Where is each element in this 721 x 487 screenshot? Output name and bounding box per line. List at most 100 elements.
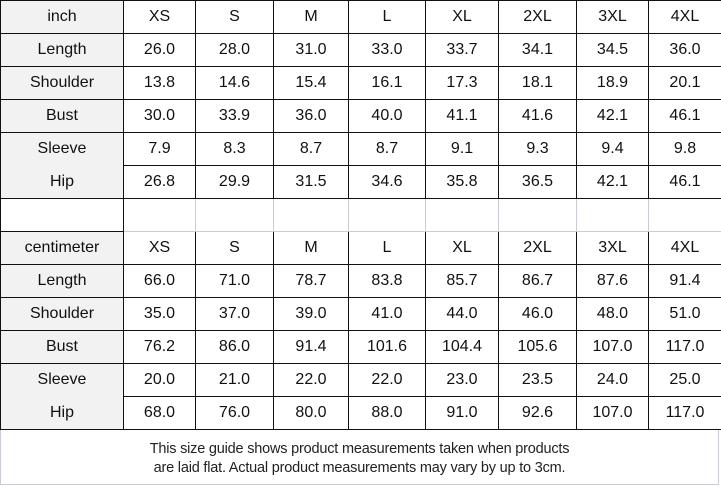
measurement-cell: 36.5 — [498, 165, 577, 199]
measurement-cell: 88.0 — [348, 396, 426, 430]
measurement-cell: 29.9 — [195, 165, 274, 199]
measurement-cell: 46.1 — [648, 165, 721, 199]
measurement-cell: 8.7 — [348, 132, 426, 166]
measurement-cell: 41.1 — [425, 99, 499, 133]
measurement-cell: 86.0 — [195, 330, 274, 364]
measurement-cell: 86.7 — [498, 264, 577, 298]
table-row: Length 26.0 28.0 31.0 33.0 33.7 34.1 34.5 36.0 — [0, 33, 721, 67]
empty-cell — [0, 198, 124, 232]
measurement-cell: 107.0 — [576, 330, 649, 364]
measurement-cell: 39.0 — [273, 297, 349, 331]
size-header-l: L — [348, 231, 426, 265]
measurement-cell: 41.6 — [498, 99, 577, 133]
empty-cell — [425, 198, 499, 232]
row-label-length: Length — [0, 33, 124, 67]
measurement-cell: 7.9 — [123, 132, 196, 166]
size-header-xs: XS — [123, 0, 196, 34]
measurement-cell: 20.0 — [123, 363, 196, 397]
note-line-2: are laid flat. Actual product measuremen… — [153, 460, 566, 476]
measurement-cell: 8.3 — [195, 132, 274, 166]
size-header-2xl: 2XL — [498, 231, 577, 265]
size-header-l: L — [348, 0, 426, 34]
measurement-cell: 33.0 — [348, 33, 426, 67]
size-header-s: S — [195, 231, 274, 265]
size-header-xs: XS — [123, 231, 196, 265]
measurement-cell: 13.8 — [123, 66, 196, 100]
row-label-length: Length — [0, 264, 124, 298]
measurement-cell: 15.4 — [273, 66, 349, 100]
spacer-row — [0, 198, 721, 232]
size-header-4xl: 4XL — [648, 0, 721, 34]
size-header-m: M — [273, 231, 349, 265]
measurement-cell: 18.9 — [576, 66, 649, 100]
measurement-cell: 91.4 — [648, 264, 721, 298]
measurement-cell: 80.0 — [273, 396, 349, 430]
measurement-cell: 26.0 — [123, 33, 196, 67]
measurement-cell: 9.8 — [648, 132, 721, 166]
measurement-cell: 42.1 — [576, 165, 649, 199]
measurement-cell: 18.1 — [498, 66, 577, 100]
measurement-cell: 46.1 — [648, 99, 721, 133]
measurement-cell: 35.8 — [425, 165, 499, 199]
table-row: Sleeve 20.0 21.0 22.0 22.0 23.0 23.5 24.0 25.0 — [0, 363, 721, 397]
row-label-hip: Hip — [0, 165, 124, 199]
measurement-cell: 20.1 — [648, 66, 721, 100]
size-guide-note: This size guide shows product measuremen… — [0, 430, 719, 485]
measurement-cell: 34.5 — [576, 33, 649, 67]
measurement-cell: 9.3 — [498, 132, 577, 166]
table-row: Bust 30.0 33.9 36.0 40.0 41.1 41.6 42.1 46.1 — [0, 99, 721, 133]
row-label-sleeve: Sleeve — [0, 363, 124, 397]
measurement-cell: 51.0 — [648, 297, 721, 331]
measurement-cell: 33.7 — [425, 33, 499, 67]
measurement-cell: 117.0 — [648, 330, 721, 364]
measurement-cell: 107.0 — [576, 396, 649, 430]
row-label-hip: Hip — [0, 396, 124, 430]
measurement-cell: 35.0 — [123, 297, 196, 331]
measurement-cell: 104.4 — [425, 330, 499, 364]
measurement-cell: 16.1 — [348, 66, 426, 100]
size-chart-table: inch XS S M L XL 2XL 3XL 4XL Length 26.0 28.0 31.0 33… — [0, 0, 721, 430]
measurement-cell: 31.0 — [273, 33, 349, 67]
size-header-3xl: 3XL — [576, 0, 649, 34]
measurement-cell: 28.0 — [195, 33, 274, 67]
measurement-cell: 9.1 — [425, 132, 499, 166]
measurement-cell: 33.9 — [195, 99, 274, 133]
size-header-4xl: 4XL — [648, 231, 721, 265]
measurement-cell: 30.0 — [123, 99, 196, 133]
measurement-cell: 21.0 — [195, 363, 274, 397]
measurement-cell: 36.0 — [273, 99, 349, 133]
measurement-cell: 71.0 — [195, 264, 274, 298]
empty-cell — [498, 198, 577, 232]
measurement-cell: 92.6 — [498, 396, 577, 430]
size-header-xl: XL — [425, 0, 499, 34]
row-label-bust: Bust — [0, 99, 124, 133]
measurement-cell: 76.0 — [195, 396, 274, 430]
measurement-cell: 44.0 — [425, 297, 499, 331]
measurement-cell: 23.0 — [425, 363, 499, 397]
measurement-cell: 22.0 — [273, 363, 349, 397]
table-row: Hip 26.8 29.9 31.5 34.6 35.8 36.5 42.1 46.1 — [0, 165, 721, 199]
measurement-cell: 26.8 — [123, 165, 196, 199]
centimeter-header-row: centimeter XS S M L XL 2XL 3XL 4XL — [0, 231, 721, 265]
measurement-cell: 36.0 — [648, 33, 721, 67]
measurement-cell: 117.0 — [648, 396, 721, 430]
measurement-cell: 83.8 — [348, 264, 426, 298]
measurement-cell: 46.0 — [498, 297, 577, 331]
row-label-bust: Bust — [0, 330, 124, 364]
measurement-cell: 78.7 — [273, 264, 349, 298]
table-row: Bust 76.2 86.0 91.4 101.6 104.4 105.6 107.0 117.… — [0, 330, 721, 364]
empty-cell — [348, 198, 426, 232]
measurement-cell: 41.0 — [348, 297, 426, 331]
inch-header-row: inch XS S M L XL 2XL 3XL 4XL — [0, 0, 721, 34]
measurement-cell: 34.1 — [498, 33, 577, 67]
size-header-s: S — [195, 0, 274, 34]
measurement-cell: 85.7 — [425, 264, 499, 298]
measurement-cell: 22.0 — [348, 363, 426, 397]
measurement-cell: 91.0 — [425, 396, 499, 430]
empty-cell — [648, 198, 721, 232]
measurement-cell: 101.6 — [348, 330, 426, 364]
measurement-cell: 25.0 — [648, 363, 721, 397]
measurement-cell: 105.6 — [498, 330, 577, 364]
size-header-xl: XL — [425, 231, 499, 265]
size-header-2xl: 2XL — [498, 0, 577, 34]
